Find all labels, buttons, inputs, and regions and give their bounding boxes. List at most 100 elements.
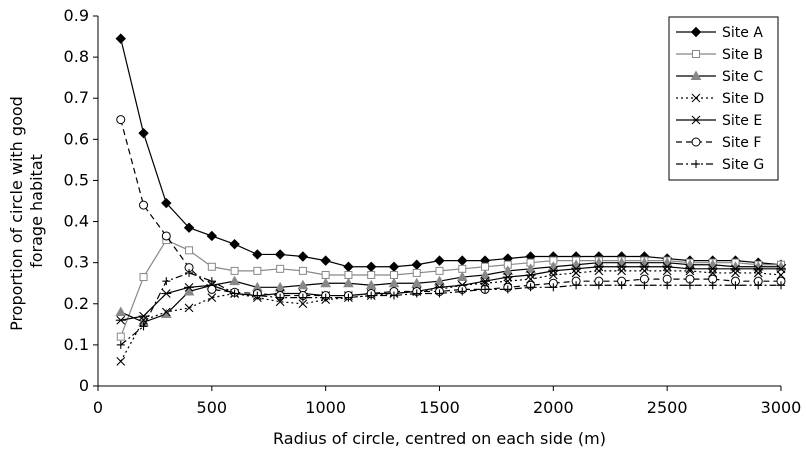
legend-label: Site G xyxy=(722,157,764,173)
data-point xyxy=(754,281,763,290)
data-point xyxy=(344,271,353,279)
data-point xyxy=(663,281,672,290)
data-point xyxy=(640,266,649,276)
legend-label: Site F xyxy=(722,135,761,151)
x-tick-label: 2500 xyxy=(647,398,688,417)
legend-label: Site B xyxy=(722,47,763,63)
data-point xyxy=(548,270,558,280)
data-point xyxy=(571,268,581,278)
data-point xyxy=(343,261,354,272)
data-point xyxy=(691,137,701,147)
series-line xyxy=(120,266,781,321)
data-point-stroke xyxy=(594,266,604,276)
data-point xyxy=(229,275,240,286)
legend-item: Site B xyxy=(676,47,763,63)
data-point xyxy=(207,277,216,286)
data-point xyxy=(692,50,700,58)
data-point xyxy=(434,275,445,286)
data-point xyxy=(640,281,649,290)
data-point xyxy=(525,270,536,280)
data-point xyxy=(207,284,217,294)
data-point xyxy=(692,160,700,168)
data-point-stroke xyxy=(207,293,217,303)
data-point-stroke xyxy=(116,356,126,366)
tick-labels: 0 0.1 0.2 0.3 0.4 0.5 0.6 0.7 0.8 0.9 0 500 1000 1500… xyxy=(64,6,802,417)
x-tick-label: 2000 xyxy=(533,398,574,417)
data-point xyxy=(690,70,702,80)
data-point xyxy=(617,281,626,290)
y-tick-label: 0.5 xyxy=(64,170,89,189)
data-point xyxy=(161,197,172,209)
data-point-stroke xyxy=(571,268,581,278)
data-point xyxy=(548,266,559,276)
data-point xyxy=(206,230,218,242)
data-point xyxy=(731,281,740,290)
data-point xyxy=(116,332,125,341)
y-tick-label: 0.3 xyxy=(64,253,89,272)
data-point-stroke xyxy=(161,307,171,317)
series-site-g xyxy=(116,268,785,349)
legend-item: Site F xyxy=(676,135,761,151)
data-point-stroke xyxy=(298,299,308,309)
data-point xyxy=(207,262,216,271)
data-point xyxy=(116,340,125,349)
data-point xyxy=(617,266,627,276)
data-point xyxy=(503,285,512,294)
data-point xyxy=(525,263,536,273)
data-point xyxy=(435,266,444,275)
data-point xyxy=(252,249,263,260)
data-point xyxy=(616,262,627,272)
data-point xyxy=(207,293,217,303)
legend-label: Site C xyxy=(722,69,763,85)
legend-item: Site A xyxy=(676,25,763,41)
legend-item: Site G xyxy=(676,157,764,173)
data-point xyxy=(434,255,445,266)
legend-item: Site C xyxy=(676,69,763,85)
data-point xyxy=(594,266,604,276)
data-point xyxy=(365,261,377,272)
y-tick-label: 0.2 xyxy=(64,294,89,313)
data-point xyxy=(411,277,423,288)
data-point xyxy=(297,279,309,290)
data-point xyxy=(138,311,149,321)
y-tick-label: 0.9 xyxy=(64,6,89,25)
data-point xyxy=(502,265,514,275)
data-point xyxy=(776,264,786,274)
data-point xyxy=(139,322,148,331)
series-site-d xyxy=(116,266,786,366)
data-point xyxy=(116,115,126,125)
data-point xyxy=(685,281,694,290)
data-point xyxy=(138,127,149,139)
data-point xyxy=(115,306,127,316)
data-point xyxy=(502,272,513,282)
legend-item: Site D xyxy=(676,91,764,107)
data-point xyxy=(276,293,285,302)
data-point xyxy=(230,266,239,275)
data-point xyxy=(320,277,332,288)
series-site-b xyxy=(116,236,785,341)
data-point xyxy=(343,277,354,288)
data-point xyxy=(274,281,286,292)
data-point xyxy=(572,281,581,290)
data-point xyxy=(183,222,195,233)
data-point xyxy=(594,281,603,290)
data-point xyxy=(549,283,558,292)
data-point xyxy=(707,264,718,274)
data-point xyxy=(571,264,582,274)
data-point xyxy=(274,249,286,260)
plot-area xyxy=(115,33,787,366)
data-point xyxy=(298,293,307,302)
legend-label: Site D xyxy=(722,91,764,107)
data-point xyxy=(139,315,148,325)
data-point xyxy=(115,33,126,44)
y-tick-label: 0.1 xyxy=(64,335,89,354)
y-tick-label: 0.6 xyxy=(64,129,89,148)
data-point xyxy=(435,289,444,298)
data-point xyxy=(297,251,309,262)
data-point xyxy=(389,291,398,300)
data-point xyxy=(320,255,331,266)
series-line xyxy=(120,270,782,362)
data-point xyxy=(411,259,422,270)
legend-label: Site E xyxy=(722,113,762,129)
data-point xyxy=(480,276,491,286)
